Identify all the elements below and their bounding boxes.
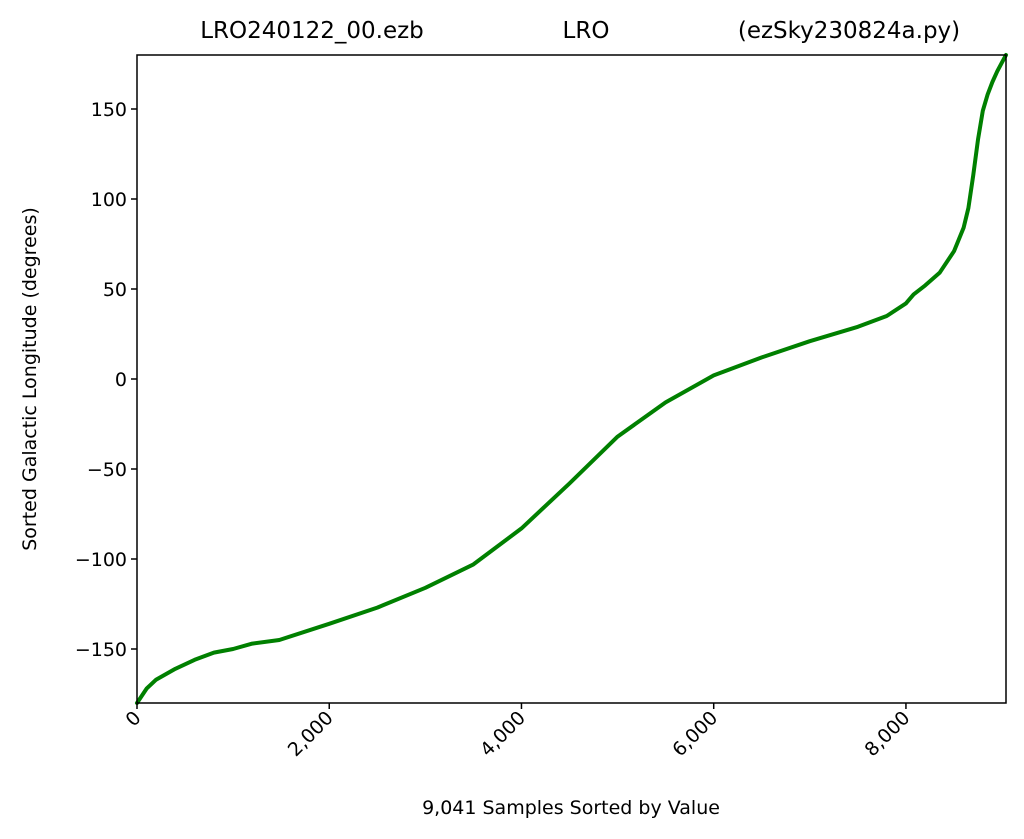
y-tick-label: −150 <box>75 639 127 661</box>
x-tick-label: 8,000 <box>860 707 914 761</box>
y-axis: 150 100 50 0 −50 −100 −150 <box>75 99 137 661</box>
x-axis: 0 2,000 4,000 6,000 8,000 <box>121 703 914 761</box>
x-axis-label: 9,041 Samples Sorted by Value <box>422 797 720 819</box>
y-tick-label: −100 <box>75 549 127 571</box>
chart-title: LRO240122_00.ezb LRO (ezSky230824a.py) <box>200 18 960 44</box>
chart-title-station: LRO <box>563 18 610 44</box>
x-tick-label: 4,000 <box>476 707 530 761</box>
y-tick-label: 0 <box>115 369 127 391</box>
x-tick-label: 6,000 <box>668 707 722 761</box>
x-tick-label: 0 <box>121 707 145 731</box>
chart-title-script: (ezSky230824a.py) <box>738 18 960 44</box>
y-tick-label: 100 <box>91 189 127 211</box>
series-line-0 <box>135 53 1008 705</box>
plot-frame <box>136 54 1007 704</box>
y-tick-label: −50 <box>87 459 127 481</box>
x-tick-label: 2,000 <box>284 707 338 761</box>
y-tick-label: 150 <box>91 99 127 121</box>
y-axis-label: Sorted Galactic Longitude (degrees) <box>19 207 41 551</box>
y-tick-label: 50 <box>103 279 127 301</box>
plot-area <box>135 53 1008 705</box>
chart-title-file: LRO240122_00.ezb <box>200 18 424 44</box>
